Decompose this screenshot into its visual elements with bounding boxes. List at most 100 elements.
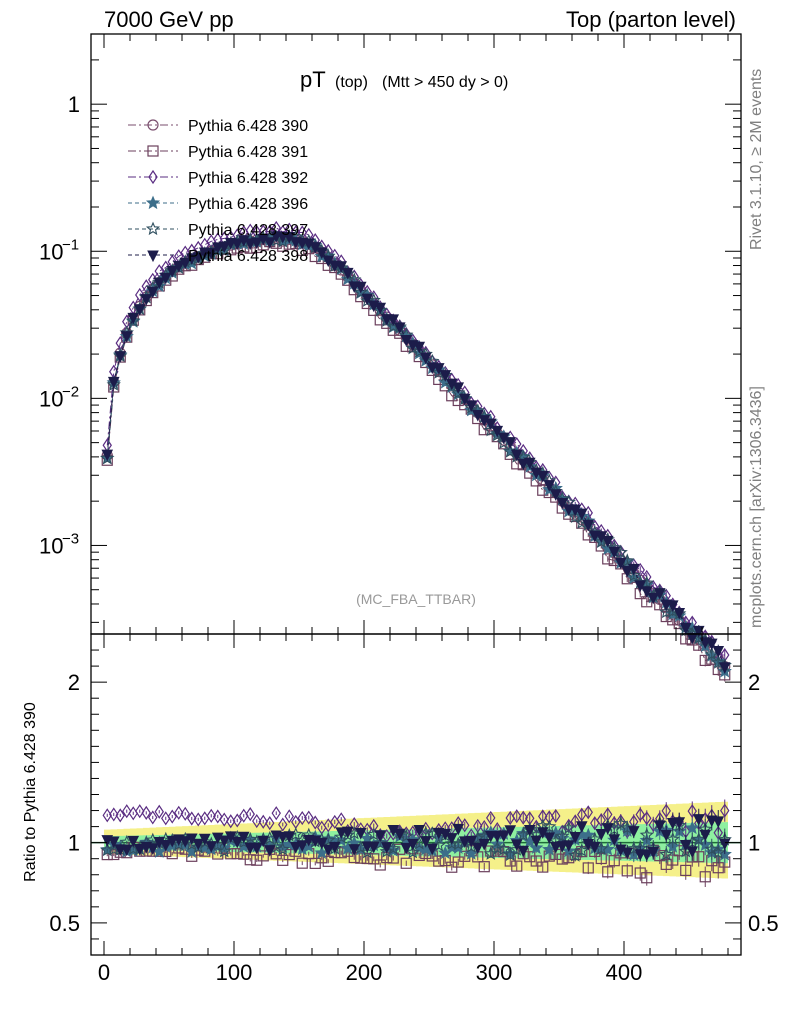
ratio-point [687, 804, 697, 819]
ratio-point [322, 855, 334, 867]
ratio-point [374, 830, 387, 842]
legend-label: Pythia 6.428 397 [188, 222, 308, 239]
ratio-point [271, 806, 281, 821]
data-point [211, 242, 224, 254]
ratio-point [426, 843, 439, 856]
legend-entry-1: Pythia 6.428 390 [128, 118, 308, 135]
ratio-point [691, 831, 706, 846]
ratio-point [596, 813, 606, 828]
ratio-point [334, 829, 349, 844]
data-point [374, 302, 387, 315]
ratio-point [277, 854, 289, 866]
x-tick-label: 0 [98, 960, 110, 985]
ratio-point [504, 825, 517, 837]
data-point [166, 266, 179, 278]
ratio-point [141, 805, 151, 820]
ratio-point [296, 840, 309, 852]
ratio-point [154, 804, 164, 819]
data-point [231, 238, 244, 251]
y-tick-base: 10 [39, 533, 63, 558]
ratio-point [694, 816, 704, 831]
ratio-point [225, 848, 237, 860]
data-point [439, 370, 452, 382]
data-point [484, 418, 497, 431]
ratio-point [167, 809, 177, 824]
ratio-point [213, 809, 223, 824]
ratio-point [431, 837, 446, 852]
ratio-tick-label-left: 0.5 [49, 911, 80, 936]
ratio-point [218, 835, 231, 848]
ratio-point [341, 826, 354, 839]
ratio-point [406, 838, 419, 851]
legend-marker [145, 195, 161, 210]
ratio-point [666, 817, 679, 830]
ratio-point [283, 848, 295, 861]
ratio-point [368, 853, 380, 865]
ratio-point [568, 848, 583, 862]
ratio-point [497, 830, 510, 843]
ratio-point [608, 855, 620, 867]
ratio-point [174, 805, 184, 820]
data-point [135, 287, 145, 303]
ratio-point [219, 812, 229, 827]
ratio-point [518, 810, 528, 825]
ratio-point [270, 848, 282, 860]
ratio-point [278, 817, 288, 832]
data-point [107, 376, 120, 389]
legend-entry-4: Pythia 6.428 396 [128, 195, 308, 213]
ratio-point [661, 803, 671, 818]
data-point [412, 344, 427, 358]
ratio-point [524, 851, 536, 863]
watermark: (MC_FBA_TTBAR) [356, 591, 476, 607]
data-point [517, 458, 530, 471]
ratio-point [478, 861, 490, 873]
ratio-point [575, 821, 588, 833]
data-point [250, 237, 263, 250]
ratio-point [465, 835, 478, 848]
ratio-point [269, 839, 284, 853]
ratio-point [232, 813, 242, 828]
ratio-point [704, 841, 719, 856]
data-point [491, 425, 504, 438]
ratio-point [626, 841, 641, 855]
ratio-point [530, 835, 543, 848]
data-point [653, 588, 666, 600]
data-point [602, 553, 614, 565]
ratio-point [369, 818, 379, 833]
ratio-point [374, 859, 386, 871]
ratio-point [231, 848, 243, 860]
data-point [159, 272, 172, 285]
ratio-point [258, 814, 268, 829]
data-point [458, 393, 471, 406]
ratio-point [135, 804, 145, 819]
ratio-point [588, 841, 601, 854]
legend-entry-5: Pythia 6.428 397 [128, 221, 308, 239]
data-point [582, 519, 595, 532]
y-tick-base: 10 [39, 239, 63, 264]
ratio-point [445, 833, 458, 845]
ratio-point [100, 842, 115, 857]
ratio-point [635, 807, 645, 822]
ratio-point [699, 871, 711, 883]
y-tick-label: 10−3 [39, 530, 79, 558]
data-point [341, 267, 354, 280]
ratio-point [452, 856, 464, 868]
ratio-point [523, 825, 536, 837]
ratio-point [179, 836, 192, 848]
ratio-point [250, 842, 263, 855]
ratio-point [621, 865, 633, 877]
legend-marker [147, 119, 159, 131]
ratio-point [641, 872, 653, 884]
ratio-point [360, 844, 375, 859]
data-point [244, 238, 257, 250]
ratio-point [471, 842, 484, 855]
ratio-point [322, 844, 335, 857]
ratio-point [315, 837, 328, 850]
ratio-point [692, 814, 705, 826]
ratio-point [265, 816, 275, 831]
data-point [556, 497, 569, 510]
legend: Pythia 6.428 390 Pythia 6.428 391 Pythia 6… [128, 118, 308, 265]
ratio-point [159, 840, 172, 852]
ratio-point [693, 851, 705, 863]
